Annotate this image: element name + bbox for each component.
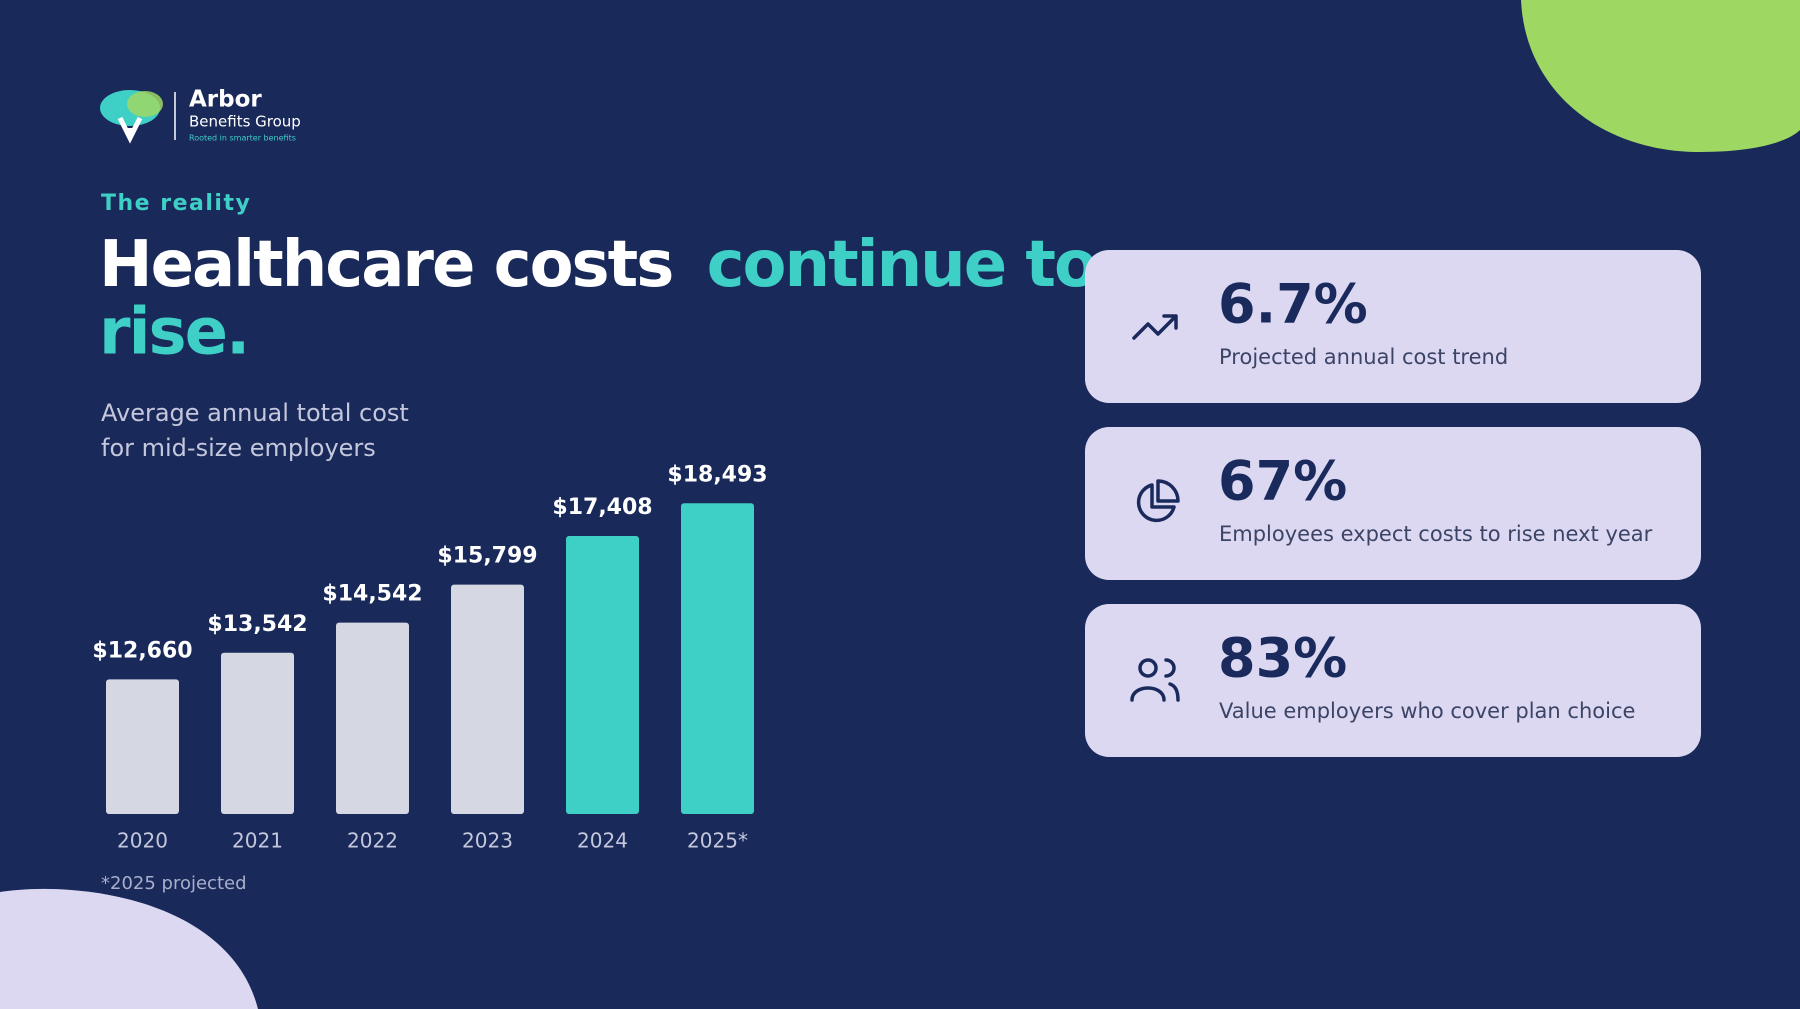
logo-name: Arbor [189, 87, 262, 113]
blob-bottom-left [0, 888, 258, 1009]
x-tick-label: 2023 [462, 829, 513, 853]
x-tick-label: 2021 [232, 829, 283, 853]
bar [221, 652, 294, 814]
logo-tagline: Rooted in smarter benefits [189, 134, 296, 143]
stat-icon [1132, 314, 1178, 340]
logo-leaf [127, 91, 163, 117]
stat-card [1085, 427, 1701, 580]
stat-card [1085, 250, 1701, 403]
stat-value: 6.7% [1218, 273, 1368, 336]
x-tick-label: 2020 [117, 829, 168, 853]
value-label: $12,660 [92, 638, 192, 663]
stat-cards: 6.7% Projected annual cost trend 67% Employ… [1085, 250, 1701, 757]
headline-accent: rise. [99, 296, 248, 370]
stat-label: Employees expect costs to rise next year [1219, 522, 1653, 546]
value-label: $17,408 [552, 495, 652, 520]
bar [336, 622, 409, 814]
stat-icon [1130, 658, 1180, 702]
stat-icon [1136, 479, 1180, 523]
x-tick-label: 2022 [347, 829, 398, 853]
chart-subtitle: Average annual total cost [101, 399, 409, 427]
stat-label: Value employers who cover plan choice [1219, 699, 1635, 723]
headline-lead: Healthcare costs [99, 228, 672, 302]
blob-top-right [1521, 0, 1800, 152]
logo-group: Benefits Group [189, 113, 301, 131]
headline-accent: continue to [707, 228, 1096, 302]
stat-value: 67% [1218, 450, 1347, 513]
logo: Arbor Benefits Group Rooted in smarter b… [100, 87, 301, 144]
stat-value: 83% [1218, 627, 1347, 690]
x-tick-label: 2024 [577, 829, 628, 853]
headline-line: Healthcare costs continue to [99, 228, 1096, 302]
chart-subtitle: for mid-size employers [101, 434, 376, 462]
value-label: $14,542 [322, 582, 422, 607]
value-label: $13,542 [207, 612, 307, 637]
footnote: *2025 projected [101, 873, 247, 894]
stat-card [1085, 604, 1701, 757]
x-tick-label: 2025* [687, 829, 748, 853]
value-label: $18,493 [667, 462, 767, 487]
stat-label: Projected annual cost trend [1219, 345, 1508, 369]
bar [106, 679, 179, 814]
eyebrow: The reality [101, 191, 251, 216]
bar [451, 584, 524, 814]
value-label: $15,799 [437, 544, 537, 569]
bar [681, 503, 754, 814]
logo-trunk [117, 116, 143, 144]
bar [566, 536, 639, 814]
